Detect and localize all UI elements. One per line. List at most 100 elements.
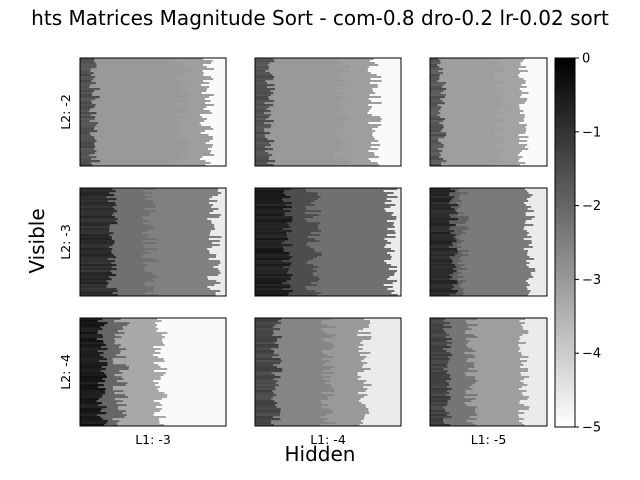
heatmap-strip [80, 124, 97, 127]
heatmap-strip [380, 96, 401, 99]
heatmap-strip [216, 254, 226, 257]
heatmap-strip [123, 378, 161, 381]
panel-frame [79, 317, 227, 427]
heatmap-strip [367, 68, 401, 71]
heatmap-strip [80, 352, 104, 355]
heatmap-strip [367, 394, 401, 397]
heatmap-strip [497, 110, 524, 113]
heatmap-strip [381, 124, 401, 127]
heatmap-strip [157, 242, 213, 245]
heatmap-strip [380, 120, 401, 123]
panel-frame [79, 187, 227, 297]
heatmap-strip [145, 270, 220, 273]
heatmap-strip [319, 240, 388, 243]
heatmap-strip [206, 66, 226, 69]
heatmap-strip [430, 292, 456, 295]
heatmap-strip [213, 94, 226, 97]
heatmap-strip [528, 332, 547, 335]
heatmap-strip [218, 208, 226, 211]
heatmap-strip [329, 380, 367, 383]
heatmap-strip [467, 220, 526, 223]
heatmap-strip [496, 66, 527, 69]
heatmap-strip [255, 330, 274, 333]
heatmap-strip [430, 96, 445, 99]
heatmap-strip [321, 406, 366, 409]
heatmap-strip [505, 128, 527, 131]
heatmap-strip [112, 386, 160, 389]
heatmap-strip [357, 378, 401, 381]
heatmap-strip [524, 222, 547, 225]
heatmap-strip [80, 104, 96, 107]
heatmap-strip [183, 106, 207, 109]
heatmap-strip [207, 248, 226, 251]
heatmap-strip [255, 416, 273, 419]
heatmap-strip [334, 366, 363, 369]
heatmap-strip [531, 274, 547, 277]
heatmap-strip [150, 252, 210, 255]
heatmap-strip [330, 384, 372, 387]
heatmap-strip [357, 372, 401, 375]
heatmap-strip [255, 380, 278, 383]
heatmap-strip [215, 256, 226, 259]
heatmap-strip [430, 124, 443, 127]
heatmap-strip [384, 246, 401, 249]
heatmap-strip [255, 376, 281, 379]
heatmap-strip [430, 268, 453, 271]
heatmap-strip [367, 388, 401, 391]
heatmap-strip [189, 108, 204, 111]
heatmap-strip [313, 274, 394, 277]
heatmap-strip [387, 252, 401, 255]
heatmap-strip [371, 106, 401, 109]
heatmap-strip [145, 292, 216, 295]
heatmap-strip [469, 340, 519, 343]
heatmap-strip [255, 320, 279, 323]
heatmap-strip [519, 122, 547, 125]
heatmap-strip [80, 374, 107, 377]
heatmap-strip [363, 386, 401, 389]
heatmap-strip [430, 142, 442, 145]
heatmap-strip [176, 76, 212, 79]
heatmap-strip [320, 234, 387, 237]
heatmap-strip [381, 76, 401, 79]
heatmap-strip [173, 134, 209, 137]
heatmap-strip [217, 268, 226, 271]
heatmap-strip [333, 152, 374, 155]
heatmap-strip [255, 98, 270, 101]
colorbar: 0 −1 −2 −3 −4 −5 [554, 52, 601, 436]
heatmap-strip [518, 344, 547, 347]
heatmap-strip [212, 136, 226, 139]
heatmap-strip [80, 424, 104, 427]
heatmap-strip [525, 146, 547, 149]
heatmap-strip [211, 62, 226, 65]
heatmap-strip [255, 282, 283, 285]
heatmap-strip [519, 402, 547, 405]
heatmap-strip [459, 188, 525, 191]
heatmap-strip [80, 394, 103, 397]
heatmap-strip [430, 352, 450, 355]
heatmap-strip [523, 404, 547, 407]
heatmap-strip [80, 350, 98, 353]
heatmap-strip [342, 130, 376, 133]
heatmap-strip [188, 94, 214, 97]
heatmap-strip [460, 266, 529, 269]
heatmap-strip [80, 292, 113, 295]
heatmap-strip [495, 144, 528, 147]
heatmap-strip [126, 364, 159, 367]
heatmap-strip [214, 228, 226, 231]
heatmap-strip [458, 198, 527, 201]
heatmap-strip [181, 74, 204, 77]
heatmap-strip [430, 218, 458, 221]
heatmap-strip [255, 372, 272, 375]
heatmap-strip [469, 416, 520, 419]
heatmap-strip [255, 226, 290, 229]
heatmap-strip [80, 114, 91, 117]
heatmap-strip [306, 208, 385, 211]
heatmap-strip [146, 198, 210, 201]
heatmap-strip [321, 392, 359, 395]
panel-frame [254, 187, 402, 297]
heatmap-strip [430, 102, 445, 105]
heatmap-strip [321, 322, 371, 325]
heatmap-strip [128, 368, 168, 371]
heatmap-strip [218, 264, 226, 267]
heatmap-strip [310, 282, 393, 285]
